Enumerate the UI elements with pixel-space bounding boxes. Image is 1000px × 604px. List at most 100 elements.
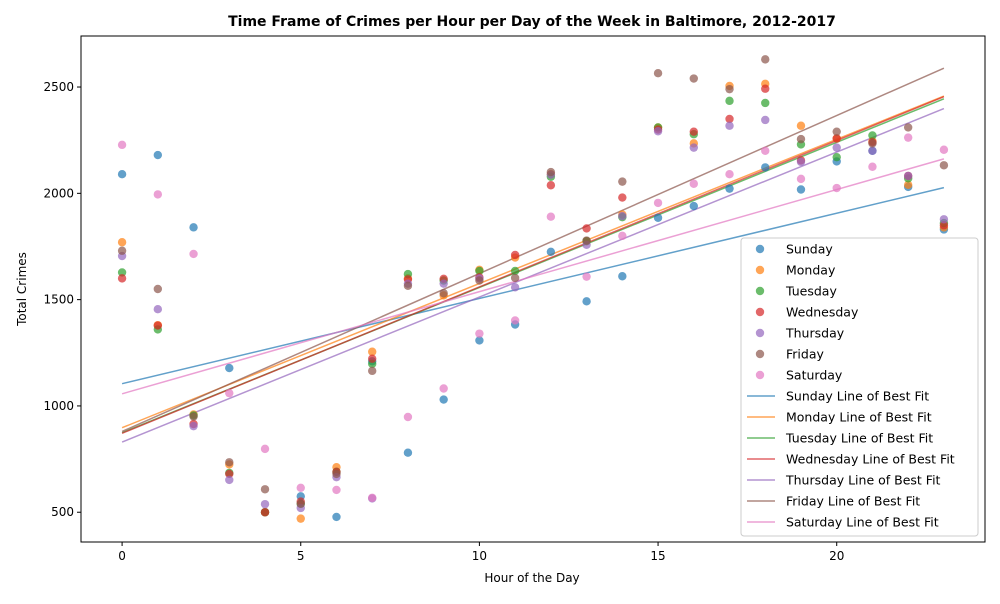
point-friday bbox=[761, 55, 770, 64]
chart-title: Time Frame of Crimes per Hour per Day of… bbox=[228, 14, 836, 30]
point-saturday bbox=[939, 145, 949, 154]
best-fit-line-wednesday bbox=[121, 95, 945, 434]
x-tick-label: 10 bbox=[472, 549, 487, 563]
point-thursday bbox=[439, 279, 448, 288]
point-friday bbox=[332, 469, 341, 479]
best-fit-line-monday bbox=[121, 95, 945, 429]
point-wednesday bbox=[725, 114, 734, 124]
legend-label-friday: Friday bbox=[786, 347, 824, 362]
point-sunday bbox=[546, 247, 556, 256]
point-tuesday bbox=[117, 268, 127, 277]
point-monday bbox=[368, 347, 377, 356]
y-tick-label: 1000 bbox=[43, 399, 74, 413]
legend-fit-label-monday: Monday Line of Best Fit bbox=[786, 410, 932, 425]
best-fit-line-friday bbox=[121, 67, 945, 433]
legend-label-thursday: Thursday bbox=[785, 326, 845, 341]
point-sunday bbox=[117, 169, 127, 179]
x-tick-label: 0 bbox=[118, 549, 126, 563]
point-sunday bbox=[618, 272, 627, 281]
x-tick-label: 5 bbox=[297, 549, 305, 563]
point-tuesday bbox=[868, 131, 877, 140]
point-friday bbox=[939, 161, 949, 170]
point-monday bbox=[796, 121, 806, 130]
point-saturday bbox=[546, 212, 556, 221]
point-wednesday bbox=[368, 354, 377, 363]
point-saturday bbox=[117, 140, 127, 150]
point-sunday bbox=[582, 297, 591, 306]
x-axis-label: Hour of the Day bbox=[484, 571, 579, 585]
plot-area-frame bbox=[80, 35, 986, 543]
point-friday bbox=[725, 84, 734, 94]
legend-marker-tuesday bbox=[755, 286, 765, 296]
point-sunday bbox=[189, 223, 198, 232]
point-saturday bbox=[653, 198, 663, 208]
point-wednesday bbox=[582, 224, 591, 233]
point-saturday bbox=[153, 190, 163, 199]
point-thursday bbox=[832, 143, 841, 152]
point-friday bbox=[546, 167, 556, 177]
point-friday bbox=[796, 134, 806, 144]
point-wednesday bbox=[832, 134, 841, 143]
legend-label-sunday: Sunday bbox=[786, 242, 833, 257]
legend-marker-friday bbox=[755, 349, 765, 359]
point-thursday bbox=[653, 127, 663, 136]
point-friday bbox=[689, 74, 698, 83]
point-saturday bbox=[403, 412, 413, 422]
best-fit-line-sunday bbox=[121, 186, 945, 385]
point-thursday bbox=[153, 304, 163, 314]
point-thursday bbox=[510, 283, 520, 292]
data-points bbox=[117, 55, 949, 523]
point-sunday bbox=[225, 363, 234, 373]
legend-label-tuesday: Tuesday bbox=[785, 284, 837, 299]
point-thursday bbox=[260, 499, 270, 509]
point-sunday bbox=[761, 163, 770, 172]
point-wednesday bbox=[225, 469, 234, 479]
point-saturday bbox=[903, 133, 913, 142]
point-saturday bbox=[260, 444, 270, 454]
point-wednesday bbox=[939, 221, 949, 230]
point-tuesday bbox=[725, 96, 734, 106]
point-sunday bbox=[403, 448, 413, 457]
point-saturday bbox=[618, 231, 627, 241]
point-friday bbox=[475, 276, 484, 285]
point-friday bbox=[510, 273, 520, 283]
point-saturday bbox=[582, 272, 591, 281]
point-friday bbox=[832, 127, 841, 136]
point-thursday bbox=[868, 146, 877, 156]
legend-fit-label-thursday: Thursday Line of Best Fit bbox=[785, 473, 941, 488]
point-tuesday bbox=[761, 98, 770, 108]
axis-ticks: 0 5 10 15 20 500 1000 1500 2000 2500 bbox=[43, 80, 844, 563]
point-sunday bbox=[689, 201, 698, 211]
legend-marker-wednesday bbox=[755, 307, 765, 317]
legend: Sunday Monday Tuesday Wednesday Thursday Frid… bbox=[740, 237, 979, 537]
best-fit-line-saturday bbox=[121, 158, 945, 395]
point-wednesday bbox=[510, 250, 520, 260]
best-fit-lines bbox=[121, 67, 945, 443]
legend-marker-saturday bbox=[755, 370, 765, 380]
point-sunday bbox=[475, 336, 484, 345]
point-saturday bbox=[225, 388, 234, 398]
point-thursday bbox=[761, 115, 770, 125]
legend-fit-label-tuesday: Tuesday Line of Best Fit bbox=[785, 431, 933, 446]
point-saturday bbox=[510, 316, 520, 325]
point-friday bbox=[403, 281, 413, 291]
point-wednesday bbox=[117, 274, 127, 283]
point-tuesday bbox=[510, 266, 520, 276]
y-tick-label: 2000 bbox=[43, 186, 74, 200]
point-thursday bbox=[939, 215, 949, 224]
point-sunday bbox=[439, 395, 448, 404]
y-tick-label: 500 bbox=[51, 505, 74, 519]
point-monday bbox=[903, 180, 913, 190]
point-tuesday bbox=[475, 266, 484, 276]
point-saturday bbox=[868, 162, 877, 171]
point-saturday bbox=[832, 183, 841, 193]
y-tick-label: 1500 bbox=[43, 293, 74, 307]
point-wednesday bbox=[689, 127, 698, 136]
y-tick-label: 2500 bbox=[43, 80, 74, 94]
point-sunday bbox=[653, 213, 663, 222]
point-saturday bbox=[332, 485, 341, 495]
point-thursday bbox=[689, 143, 698, 152]
x-tick-label: 20 bbox=[829, 549, 844, 563]
point-friday bbox=[439, 289, 448, 298]
point-friday bbox=[653, 69, 663, 78]
